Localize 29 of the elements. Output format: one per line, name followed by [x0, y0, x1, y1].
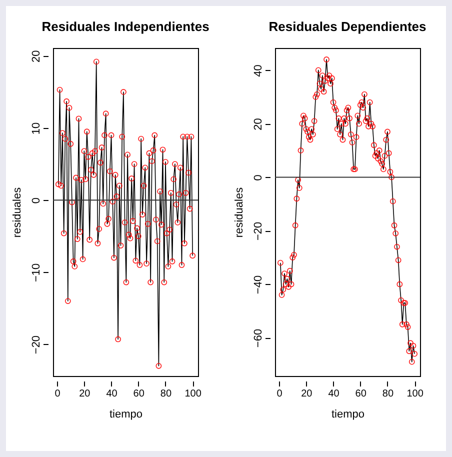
x-tick-label: 60	[355, 388, 367, 400]
y-axis-title: residuales	[12, 186, 24, 238]
x-tick-label: 40	[106, 388, 118, 400]
y-tick-label: 0	[30, 198, 42, 204]
x-tick-label: 100	[406, 388, 424, 400]
chart-title: Residuales Independientes	[42, 19, 210, 34]
x-tick-label: 20	[79, 388, 91, 400]
y-tick-label: 0	[252, 174, 264, 181]
x-tick-label: 60	[133, 388, 145, 400]
y-axis-title: residuales	[234, 186, 246, 238]
x-tick-label: 0	[276, 388, 283, 400]
x-axis-title: tiempo	[331, 408, 365, 420]
x-axis-title: tiempo	[109, 408, 143, 420]
x-tick-label: 80	[382, 388, 394, 400]
y-tick-label: 40	[252, 64, 264, 77]
x-tick-label: 20	[301, 388, 313, 400]
y-tick-label: −60	[252, 328, 264, 348]
y-tick-label: −20	[30, 335, 42, 354]
y-tick-label: −10	[30, 263, 42, 282]
y-tick-label: −40	[252, 275, 264, 294]
x-tick-label: 40	[328, 388, 340, 400]
chart-title: Residuales Dependientes	[268, 19, 426, 34]
x-tick-label: 80	[160, 388, 172, 400]
y-tick-label: 20	[252, 118, 264, 130]
y-tick-label: −20	[252, 222, 264, 241]
x-tick-label: 100	[184, 388, 202, 400]
y-tick-label: 20	[30, 50, 42, 63]
y-tick-label: 10	[30, 122, 42, 135]
x-tick-label: 0	[54, 388, 61, 400]
